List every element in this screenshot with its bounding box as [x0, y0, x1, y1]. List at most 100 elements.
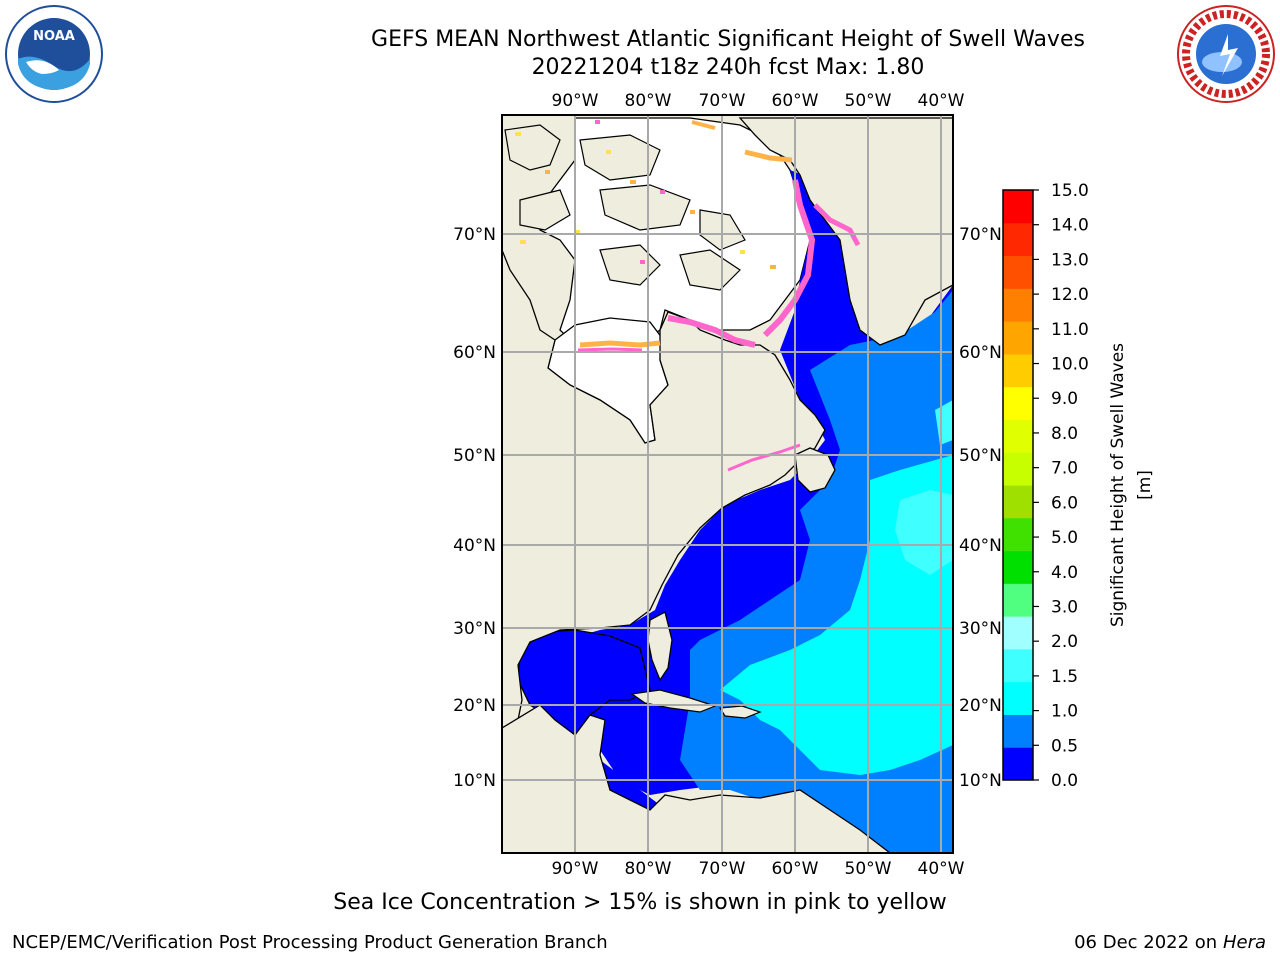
colorbar-swatch: [1003, 288, 1033, 322]
caption: Sea Ice Concentration > 15% is shown in …: [333, 890, 947, 915]
colorbar-tick-label: 11.0: [1051, 320, 1089, 340]
colorbar-swatch: [1003, 255, 1033, 289]
colorbar-tick-label: 8.0: [1051, 424, 1078, 444]
colorbar-swatch: [1003, 681, 1033, 715]
ocean-lightcyan-patch-1: [895, 490, 953, 575]
colorbar-tick-label: 1.0: [1051, 702, 1078, 722]
colorbar-swatch: [1003, 616, 1033, 650]
land-central-america: [502, 704, 892, 853]
colorbar-tick-label: 1.5: [1051, 667, 1078, 687]
colorbar-tick-label: 5.0: [1051, 528, 1078, 548]
map-frame: [501, 114, 954, 854]
lat-labels-right: 70°N 60°N 50°N 40°N 30°N 20°N 10°N: [959, 225, 1002, 791]
graticule: [502, 115, 953, 853]
colorbar-tick-label: 15.0: [1051, 181, 1089, 201]
lon-labels-top: 90°W 80°W 70°W 60°W 50°W 40°W: [552, 91, 965, 111]
lat-label: 50°N: [453, 446, 496, 466]
lat-label: 40°N: [959, 536, 1002, 556]
lon-label: 60°W: [772, 91, 819, 111]
lon-label: 70°W: [699, 91, 746, 111]
colorbar-frame: [1002, 189, 1034, 781]
colorbar-tick-label: 7.0: [1051, 459, 1078, 479]
land-newfoundland: [794, 447, 836, 493]
colorbar-tick-label: 14.0: [1051, 216, 1089, 236]
colorbar-swatch: [1003, 550, 1033, 584]
ocean-cyan-1.0-1.5: [720, 455, 953, 775]
colorbar-swatch: [1003, 747, 1033, 781]
colorbar: 0.0 0.5 1.0 1.5 2.0 3.0 4.0 5.0 6.0 7.0 8.0 9.0 10.0…: [1002, 181, 1089, 791]
colorbar-tick-label: 3.0: [1051, 597, 1078, 617]
colorbar-swatch: [1003, 452, 1033, 486]
land-north-america: [502, 115, 826, 736]
lon-labels-bottom: 90°W 80°W 70°W 60°W 50°W 40°W: [552, 859, 965, 879]
colorbar-tick-label: 4.0: [1051, 563, 1078, 583]
ocean-lightcyan-patch-2: [935, 400, 953, 445]
lat-label: 50°N: [959, 446, 1002, 466]
lon-label: 80°W: [625, 859, 672, 879]
colorbar-tick-label: 9.0: [1051, 389, 1078, 409]
sea-ice-band-hudson: [579, 340, 661, 348]
sea-ice-band-greenland: [813, 203, 861, 247]
map-plot-area: [502, 115, 953, 853]
lon-label: 50°W: [845, 91, 892, 111]
nws-logo: [1177, 5, 1275, 103]
lon-label: 60°W: [772, 859, 819, 879]
lat-label: 40°N: [453, 536, 496, 556]
lon-label: 90°W: [552, 91, 599, 111]
land-hispaniola: [718, 705, 762, 719]
colorbar-swatch: [1003, 485, 1033, 519]
footer-date-text: 06 Dec 2022 on: [1074, 932, 1218, 953]
colorbar-label-line1: Significant Height of Swell Waves: [1108, 343, 1128, 627]
svg-text:NOAA: NOAA: [33, 29, 75, 44]
colorbar-swatch: [1003, 419, 1033, 453]
lat-label: 70°N: [959, 225, 1002, 245]
lon-label: 80°W: [625, 91, 672, 111]
gulf-of-mexico: [517, 629, 651, 736]
colorbar-swatch: [1003, 222, 1033, 257]
footer-credit: NCEP/EMC/Verification Post Processing Pr…: [12, 932, 608, 953]
lat-labels-left: 70°N 60°N 50°N 40°N 30°N 20°N 10°N: [453, 225, 496, 791]
lon-label: 70°W: [699, 859, 746, 879]
sea-ice-band-hudson-pink: [577, 347, 643, 352]
lat-label: 10°N: [959, 771, 1002, 791]
sea-ice-band-hudson-strait: [667, 315, 756, 348]
colorbar-swatch: [1003, 386, 1033, 420]
colorbar-tick-label: 6.0: [1051, 493, 1078, 513]
ocean-blue-0.5-1.0-ne: [920, 290, 953, 350]
colorbar-tick-label: 0.5: [1051, 736, 1078, 756]
lat-label: 10°N: [453, 771, 496, 791]
lat-label: 30°N: [959, 619, 1002, 639]
sea-ice-band-baffin-orange: [744, 149, 793, 163]
colorbar-tick-label: 10.0: [1051, 355, 1089, 375]
lat-label: 60°N: [959, 343, 1002, 363]
land-greenland: [738, 117, 953, 346]
noaa-logo: NOAA: [5, 5, 103, 103]
colorbar-label-line2: [m]: [1135, 470, 1155, 500]
lat-label: 30°N: [453, 619, 496, 639]
lon-label: 90°W: [552, 859, 599, 879]
lon-label: 40°W: [918, 859, 965, 879]
lat-label: 20°N: [959, 696, 1002, 716]
colorbar-swatch: [1003, 648, 1033, 683]
colorbar-tick-label: 2.0: [1051, 632, 1078, 652]
colorbar-swatch: [1003, 714, 1033, 748]
colorbar-swatch: [1003, 321, 1033, 355]
figure-subtitle: 20221204 t18z 240h fcst Max: 1.80: [531, 55, 925, 80]
colorbar-swatch: [1003, 190, 1033, 224]
colorbar-swatch: [1003, 517, 1033, 552]
footer-host: Hera: [1222, 932, 1266, 953]
lat-label: 20°N: [453, 696, 496, 716]
lat-label: 70°N: [453, 225, 496, 245]
sea-ice-band-baffin: [762, 179, 816, 338]
colorbar-swatch: [1003, 353, 1033, 388]
lon-label: 50°W: [845, 859, 892, 879]
sea-ice-dots: [515, 120, 776, 269]
colorbar-tick-label: 0.0: [1051, 771, 1078, 791]
colorbar-tick-label: 13.0: [1051, 250, 1089, 270]
land-cuba: [630, 689, 717, 713]
footer-date: 06 Dec 2022 on Hera: [1074, 932, 1266, 953]
figure-title: GEFS MEAN Northwest Atlantic Significant…: [371, 27, 1085, 52]
lat-label: 60°N: [453, 343, 496, 363]
lon-label: 40°W: [918, 91, 965, 111]
